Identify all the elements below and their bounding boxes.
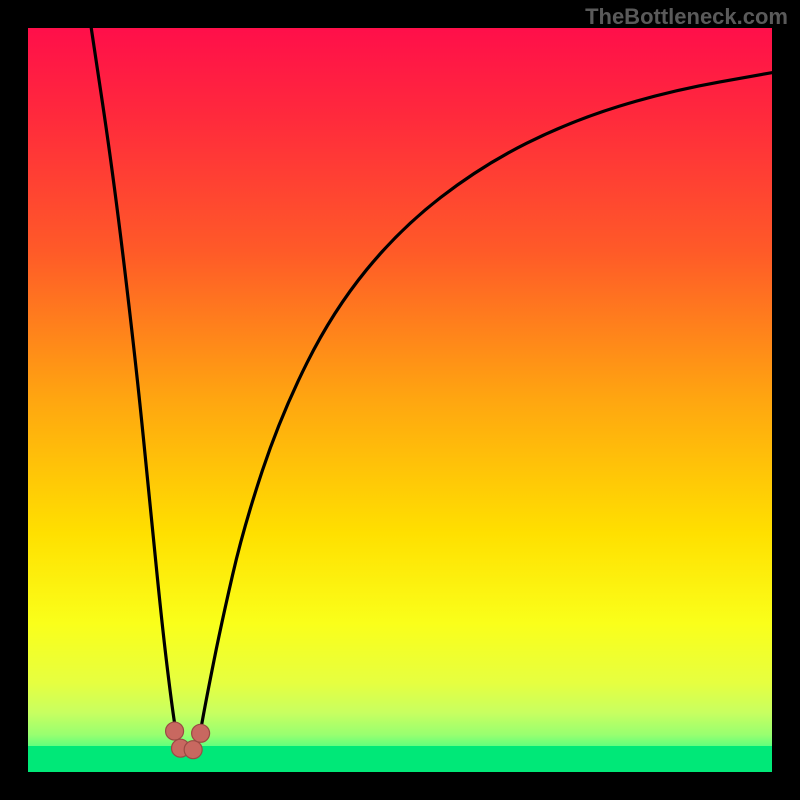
watermark-text: TheBottleneck.com [585,4,788,30]
marker-point [192,724,210,742]
marker-point [184,741,202,759]
curve-svg [28,28,772,772]
bottleneck-curve [91,28,772,746]
marker-point [166,722,184,740]
chart-container: TheBottleneck.com [0,0,800,800]
valley-markers [166,722,210,759]
plot-area [28,28,772,772]
